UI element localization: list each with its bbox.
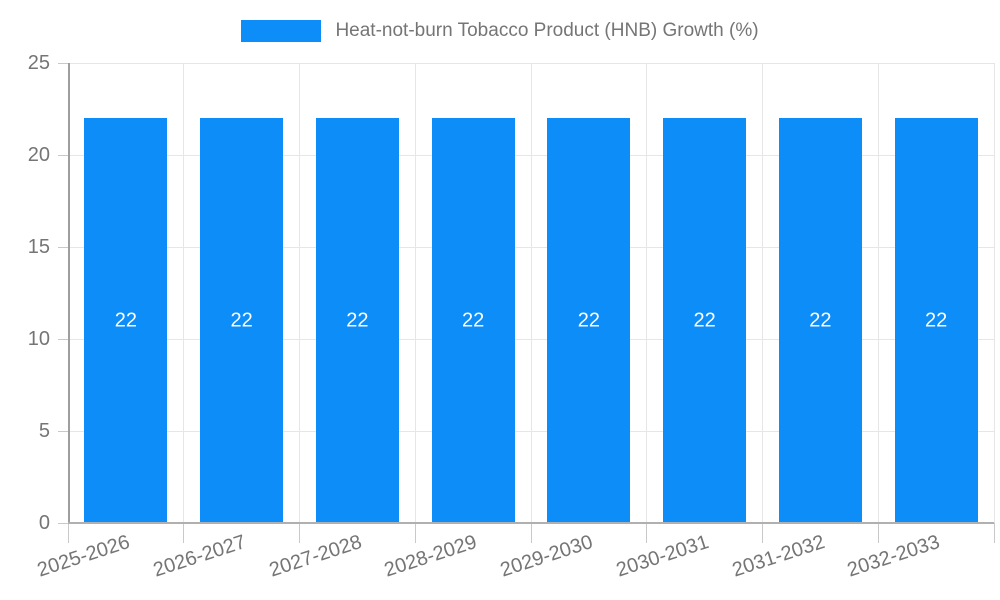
chart-legend[interactable]: Heat-not-burn Tobacco Product (HNB) Grow… — [0, 20, 1000, 42]
bar[interactable]: 22 — [663, 118, 747, 523]
bar[interactable]: 22 — [315, 118, 399, 523]
bar[interactable]: 22 — [547, 118, 631, 523]
x-gridline — [762, 63, 763, 523]
x-gridline — [993, 63, 995, 523]
bar-value-label: 22 — [230, 309, 253, 332]
x-axis-tick — [67, 523, 69, 543]
bar-value-label: 22 — [114, 309, 137, 332]
x-axis-tick — [414, 523, 416, 543]
x-category-label: 2029-2030 — [497, 531, 596, 582]
bar-value-label: 22 — [462, 309, 485, 332]
bar[interactable]: 22 — [200, 118, 284, 523]
x-axis-tick — [530, 523, 532, 543]
x-gridline — [299, 63, 300, 523]
legend-series-label: Heat-not-burn Tobacco Product (HNB) Grow… — [335, 20, 759, 41]
x-gridline — [530, 63, 532, 523]
x-axis-line — [68, 522, 994, 524]
x-axis-tick — [183, 523, 185, 543]
x-axis-tick — [762, 523, 763, 543]
bar[interactable]: 22 — [431, 118, 515, 523]
x-category-label: 2027-2028 — [266, 531, 365, 582]
y-axis-tick — [58, 522, 68, 524]
x-gridline — [183, 63, 185, 523]
x-gridline — [877, 63, 879, 523]
y-tick-label: 25 — [27, 52, 50, 74]
bar[interactable]: 22 — [778, 118, 862, 523]
x-category-label: 2030-2031 — [613, 531, 712, 582]
x-axis-tick — [877, 523, 879, 543]
x-category-label: 2028-2029 — [382, 531, 480, 582]
x-category-label: 2025-2026 — [34, 531, 133, 582]
bar-value-label: 22 — [809, 309, 832, 332]
y-axis-tick — [58, 154, 68, 156]
y-axis-tick — [58, 62, 68, 64]
y-tick-label: 5 — [38, 420, 50, 442]
bar[interactable]: 22 — [84, 118, 168, 523]
y-tick-label: 20 — [27, 144, 50, 166]
x-gridline — [646, 63, 648, 523]
bar-value-label: 22 — [346, 309, 369, 332]
x-category-label: 2026-2027 — [150, 531, 249, 582]
y-tick-label: 10 — [27, 328, 50, 350]
y-tick-label: 0 — [38, 512, 50, 534]
bar-value-label: 22 — [577, 309, 600, 332]
bar[interactable]: 22 — [894, 118, 978, 523]
y-axis-tick — [58, 338, 68, 340]
x-axis-tick — [299, 523, 300, 543]
legend-swatch — [241, 20, 322, 42]
y-tick-label: 15 — [27, 236, 50, 258]
x-axis-tick — [646, 523, 648, 543]
x-gridline — [414, 63, 416, 523]
x-axis-tick — [993, 523, 995, 543]
bar-value-label: 22 — [693, 309, 716, 332]
y-axis-tick — [58, 246, 68, 248]
x-category-label: 2032-2033 — [845, 531, 943, 582]
plot-area: 0 5 10 15 20 25 22 2025-2026 22 2026-2027 22 2027-2… — [28, 52, 995, 581]
y-axis-line — [68, 63, 70, 523]
y-axis-tick — [58, 430, 68, 432]
x-category-label: 2031-2032 — [729, 531, 828, 582]
bar-value-label: 22 — [925, 309, 948, 332]
